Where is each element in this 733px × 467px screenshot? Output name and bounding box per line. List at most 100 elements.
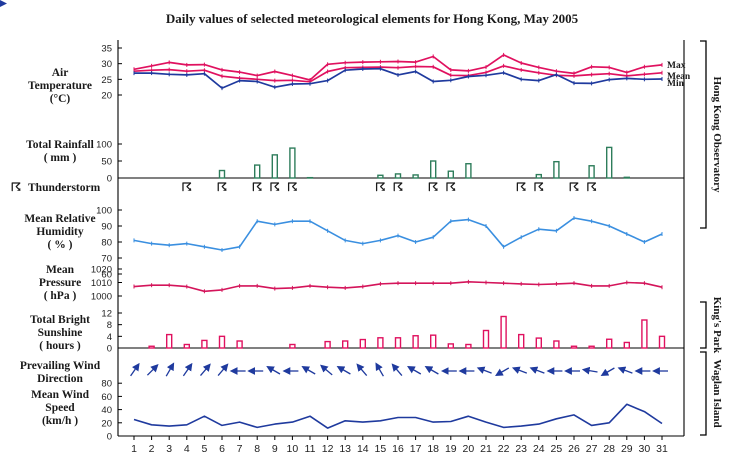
wind-direction-arrow xyxy=(424,366,439,375)
panel-label: Speed xyxy=(45,402,75,414)
y-tick-label: 1000 xyxy=(91,292,112,303)
wind-direction-arrow xyxy=(407,366,422,375)
series-wind-speed xyxy=(133,403,663,429)
panel-label: ( mm ) xyxy=(44,152,77,164)
chart-title: Daily values of selected meteorological … xyxy=(166,11,579,26)
y-tick-label: 0 xyxy=(107,174,112,185)
y-tick-label: 60 xyxy=(101,270,112,281)
x-tick-label: 6 xyxy=(219,443,225,455)
wind-direction-arrow xyxy=(476,366,492,374)
sunshine-bar xyxy=(570,345,578,349)
thunderstorm-mark: ☈ xyxy=(182,182,193,194)
sunshine-bar xyxy=(518,333,525,349)
x-tick-label: 23 xyxy=(515,443,527,455)
wind-direction-arrow xyxy=(511,366,528,374)
rain-bar xyxy=(430,160,437,179)
x-tick-label: 3 xyxy=(166,443,172,455)
rain-bar xyxy=(289,147,296,179)
wind-direction-arrow xyxy=(375,362,384,377)
y-tick-label: 1010 xyxy=(91,278,112,289)
rain-bar xyxy=(447,170,454,179)
station-label: Waglan Island xyxy=(711,359,723,427)
panel-label: Direction xyxy=(37,373,83,385)
sunshine-bar xyxy=(359,338,366,349)
wind-direction-arrow xyxy=(581,366,598,375)
y-tick-label: 20 xyxy=(101,418,112,429)
y-tick-label: 50 xyxy=(101,157,112,168)
legend-mean: Mean xyxy=(667,72,691,82)
y-tick-label: 70 xyxy=(101,254,112,265)
y-tick-label: 35 xyxy=(101,44,112,55)
wind-direction-arrow xyxy=(529,366,545,374)
x-tick-label: 2 xyxy=(149,443,155,455)
x-tick-label: 22 xyxy=(498,443,510,455)
station-bracket xyxy=(700,351,707,436)
sunshine-bar xyxy=(465,343,472,349)
y-tick-label: 60 xyxy=(101,392,112,403)
panel-label: Mean xyxy=(46,264,75,276)
panel-label: (°C) xyxy=(50,93,71,105)
x-tick-label: 18 xyxy=(427,443,439,455)
sunshine-bar xyxy=(606,338,613,349)
y-tick-label: 80 xyxy=(101,238,112,249)
panel-label: Total Bright xyxy=(30,314,90,326)
station-label: Hong Kong Observatory xyxy=(711,76,723,193)
x-tick-label: 11 xyxy=(305,443,316,455)
sunshine-bar xyxy=(236,340,243,349)
panel-label: Mean Wind xyxy=(31,389,90,401)
wind-direction-arrow xyxy=(165,362,175,377)
y-tick-label: 4 xyxy=(107,332,112,343)
y-tick-label: 80 xyxy=(101,379,112,390)
legend-min: Min xyxy=(667,79,685,89)
thunderstorm-mark: ☈ xyxy=(375,182,386,194)
panel-label: (km/h ) xyxy=(42,415,78,427)
rain-bar xyxy=(623,176,630,179)
x-axis: 1 2 3 4 5 6 7 8 9 10 11 12 13 14 15 16 17 18 19 20 21 22 23 24 2… xyxy=(131,436,668,455)
sunshine-bar xyxy=(535,337,542,349)
sunshine-bar xyxy=(377,337,384,349)
sunshine-bar xyxy=(500,315,507,349)
panel-label: Prevailing Wind xyxy=(20,360,101,372)
y-tick-label: 12 xyxy=(101,309,112,320)
panel-label: Humidity xyxy=(36,226,84,238)
panel-label: ( % ) xyxy=(48,239,73,251)
x-tick-label: 12 xyxy=(322,443,334,455)
rain-bar xyxy=(218,169,226,179)
thunderstorm-mark: ☈ xyxy=(516,182,527,194)
y-tick-label: 100 xyxy=(96,140,112,151)
rain-bar xyxy=(412,174,419,179)
y-tick-label: 90 xyxy=(101,222,112,233)
panel-label: Total Rainfall xyxy=(26,139,94,151)
y-tick-label: 20 xyxy=(101,91,112,102)
wind-direction-arrow xyxy=(617,366,633,374)
thunderstorm-mark: ☈ xyxy=(217,182,228,194)
rain-bar xyxy=(377,174,384,179)
wind-direction-arrow xyxy=(266,366,281,375)
rain-bar xyxy=(271,154,278,179)
x-tick-label: 19 xyxy=(445,443,457,455)
thunderstorm-mark: ☈ xyxy=(252,182,263,194)
arrowhead-def xyxy=(0,0,7,7)
panel-label: Air xyxy=(52,67,69,79)
x-tick-label: 17 xyxy=(410,443,422,455)
x-tick-label: 7 xyxy=(237,443,243,455)
x-tick-label: 26 xyxy=(568,443,580,455)
thunderstorm-mark: ☈ xyxy=(569,182,580,194)
rain-bar xyxy=(553,160,560,179)
sunshine-bar xyxy=(289,343,296,349)
wind-direction-arrow xyxy=(391,363,403,377)
thunderstorm-mark: ☈ xyxy=(586,182,597,194)
panel-label: Pressure xyxy=(39,277,81,289)
x-tick-label: 31 xyxy=(656,443,668,455)
x-tick-label: 13 xyxy=(339,443,351,455)
wind-direction-arrow xyxy=(356,363,368,377)
station-bracket xyxy=(700,301,707,349)
rain-bar xyxy=(465,163,472,179)
rain-bar xyxy=(253,164,261,179)
sunshine-bar xyxy=(218,335,226,349)
rain-bar xyxy=(535,173,542,179)
sunshine-bar xyxy=(430,334,437,349)
y-tick-label: 100 xyxy=(96,206,112,217)
thunderstorm-legend-symbol: ☈ xyxy=(11,182,22,194)
